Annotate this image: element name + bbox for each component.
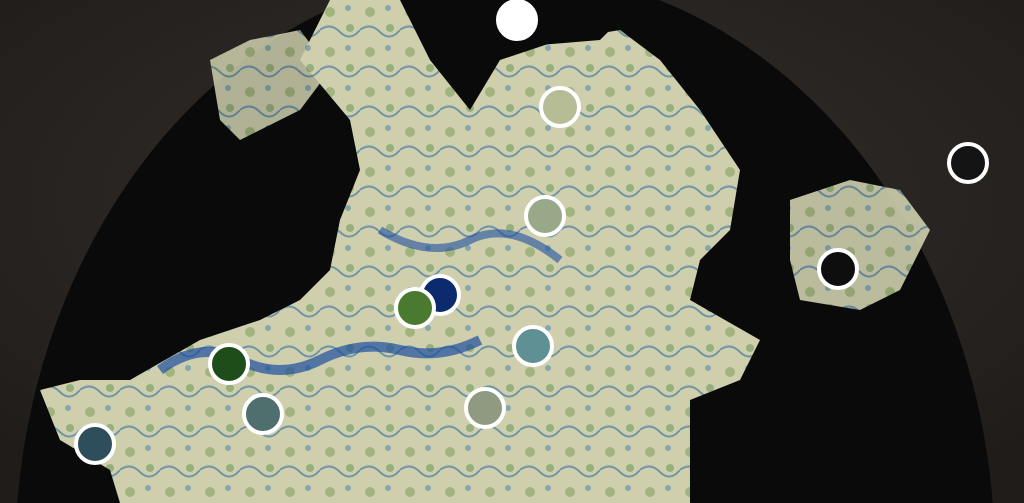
marker[interactable] xyxy=(74,423,116,465)
marker[interactable] xyxy=(947,142,989,184)
marker[interactable] xyxy=(394,287,436,329)
marker[interactable] xyxy=(464,387,506,429)
marker[interactable] xyxy=(817,248,859,290)
marker[interactable] xyxy=(524,195,566,237)
marker[interactable] xyxy=(512,325,554,367)
marker[interactable] xyxy=(539,86,581,128)
ocean xyxy=(210,30,330,140)
markers xyxy=(74,0,989,465)
marker[interactable] xyxy=(242,393,284,435)
marker[interactable] xyxy=(208,343,250,385)
marker[interactable] xyxy=(496,0,538,41)
current xyxy=(377,226,563,264)
